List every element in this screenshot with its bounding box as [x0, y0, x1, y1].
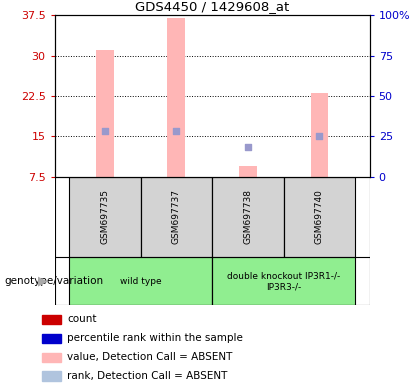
Bar — [42, 371, 61, 381]
Text: GSM697738: GSM697738 — [244, 189, 252, 245]
Point — [173, 128, 180, 134]
Bar — [42, 353, 61, 362]
Text: percentile rank within the sample: percentile rank within the sample — [67, 333, 243, 343]
Text: wild type: wild type — [120, 277, 161, 286]
Text: count: count — [67, 314, 97, 324]
Text: ▶: ▶ — [38, 275, 47, 288]
Bar — [212, 177, 284, 257]
Bar — [69, 257, 212, 305]
Bar — [141, 177, 212, 257]
Title: GDS4450 / 1429608_at: GDS4450 / 1429608_at — [135, 0, 289, 13]
Bar — [42, 334, 61, 343]
Text: double knockout IP3R1-/-
IP3R3-/-: double knockout IP3R1-/- IP3R3-/- — [227, 271, 340, 291]
Bar — [96, 50, 114, 177]
Bar — [167, 18, 185, 177]
Bar — [212, 257, 355, 305]
Bar — [310, 93, 328, 177]
Text: value, Detection Call = ABSENT: value, Detection Call = ABSENT — [67, 352, 233, 362]
Point — [101, 128, 108, 134]
Bar — [284, 177, 355, 257]
Text: GSM697740: GSM697740 — [315, 190, 324, 244]
Text: genotype/variation: genotype/variation — [4, 276, 103, 286]
Text: GSM697735: GSM697735 — [100, 189, 109, 245]
Text: rank, Detection Call = ABSENT: rank, Detection Call = ABSENT — [67, 371, 228, 381]
Point — [244, 144, 251, 150]
Text: GSM697737: GSM697737 — [172, 189, 181, 245]
Bar — [239, 166, 257, 177]
Bar — [69, 177, 141, 257]
Point — [316, 133, 323, 139]
Bar — [42, 315, 61, 324]
